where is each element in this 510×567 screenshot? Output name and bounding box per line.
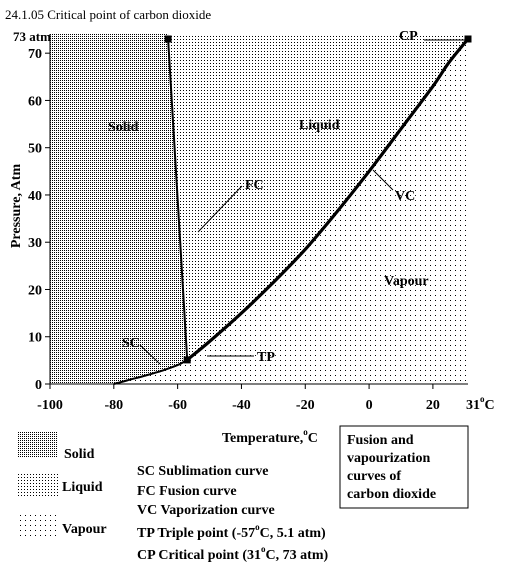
legend-vapour-label: Vapour: [62, 522, 107, 537]
x-tick-label: -80: [104, 398, 123, 413]
figure-title: 24.1.05 Critical point of carbon dioxide: [5, 7, 211, 22]
liquid-label: Liquid: [299, 118, 340, 133]
sc-label: SC: [122, 336, 140, 351]
y-axis-label: Pressure, Atm: [9, 164, 24, 249]
y-tick-label: 30: [28, 236, 42, 251]
point-marker-tp: [183, 356, 191, 364]
y-ticks: 0 10 20 30 40 50 60 70: [28, 47, 50, 393]
vc-callout-line: [372, 169, 394, 191]
y-tick-label: 70: [28, 47, 42, 62]
legend-liquid-swatch: [18, 474, 58, 496]
legend-solid-swatch: [18, 432, 58, 457]
legend-vapour-swatch: [18, 515, 58, 537]
info-box-line-1: Fusion and: [347, 433, 414, 448]
x-end-label: 31oC: [466, 394, 495, 413]
vaporization-curve: [186, 37, 470, 362]
info-box-line-3: curves of: [347, 469, 401, 484]
legend-cp: CP Critical point (31oC, 73 atm): [137, 544, 328, 563]
vc-label: VC: [395, 189, 415, 204]
tp-label: TP: [257, 350, 275, 365]
x-tick-label: -20: [296, 398, 315, 413]
x-tick-label: 0: [366, 398, 373, 413]
sc-callout-line: [139, 344, 161, 365]
legend-solid-label: Solid: [64, 447, 95, 462]
y-tick-label: 10: [28, 331, 42, 346]
vapour-region: [50, 34, 468, 384]
legend-fc: FC Fusion curve: [137, 484, 237, 499]
cp-label: CP: [399, 29, 418, 44]
y-tick-label: 50: [28, 142, 42, 157]
y-top-label: 73 atm: [13, 29, 51, 44]
point-marker-cp: [464, 35, 472, 43]
legend-sc: SC Sublimation curve: [137, 464, 268, 479]
vapour-label: Vapour: [384, 274, 429, 289]
legend-tp: TP Triple point (-57oC, 5.1 atm): [137, 522, 326, 541]
solid-label: Solid: [108, 120, 139, 135]
fc-label: FC: [245, 178, 264, 193]
info-box: [339, 425, 469, 509]
fusion-curve: [167, 38, 189, 360]
info-box-line-2: vapourization: [347, 451, 430, 466]
x-axis-label: Temperature,oC: [222, 427, 318, 446]
x-tick-label: -100: [37, 398, 63, 413]
x-tick-label: -60: [168, 398, 187, 413]
legend-liquid-label: Liquid: [62, 480, 103, 495]
legend-vc: VC Vaporization curve: [137, 503, 275, 518]
y-tick-label: 20: [28, 283, 42, 298]
liquid-region: [168, 34, 468, 360]
fc-callout-line: [197, 185, 243, 233]
info-box-line-4: carbon dioxide: [347, 487, 436, 502]
x-tick-label: -40: [232, 398, 251, 413]
x-tick-label: 20: [426, 398, 440, 413]
y-tick-label: 40: [28, 189, 42, 204]
sublimation-curve: [113, 359, 188, 385]
x-ticks: -100 -80 -60 -40 -20 0 20: [37, 384, 440, 413]
solid-region: [50, 34, 188, 384]
point-marker-fc-end: [164, 35, 172, 43]
y-tick-label: 0: [35, 378, 42, 393]
curve-points: [164, 35, 472, 364]
y-tick-label: 60: [28, 94, 42, 109]
